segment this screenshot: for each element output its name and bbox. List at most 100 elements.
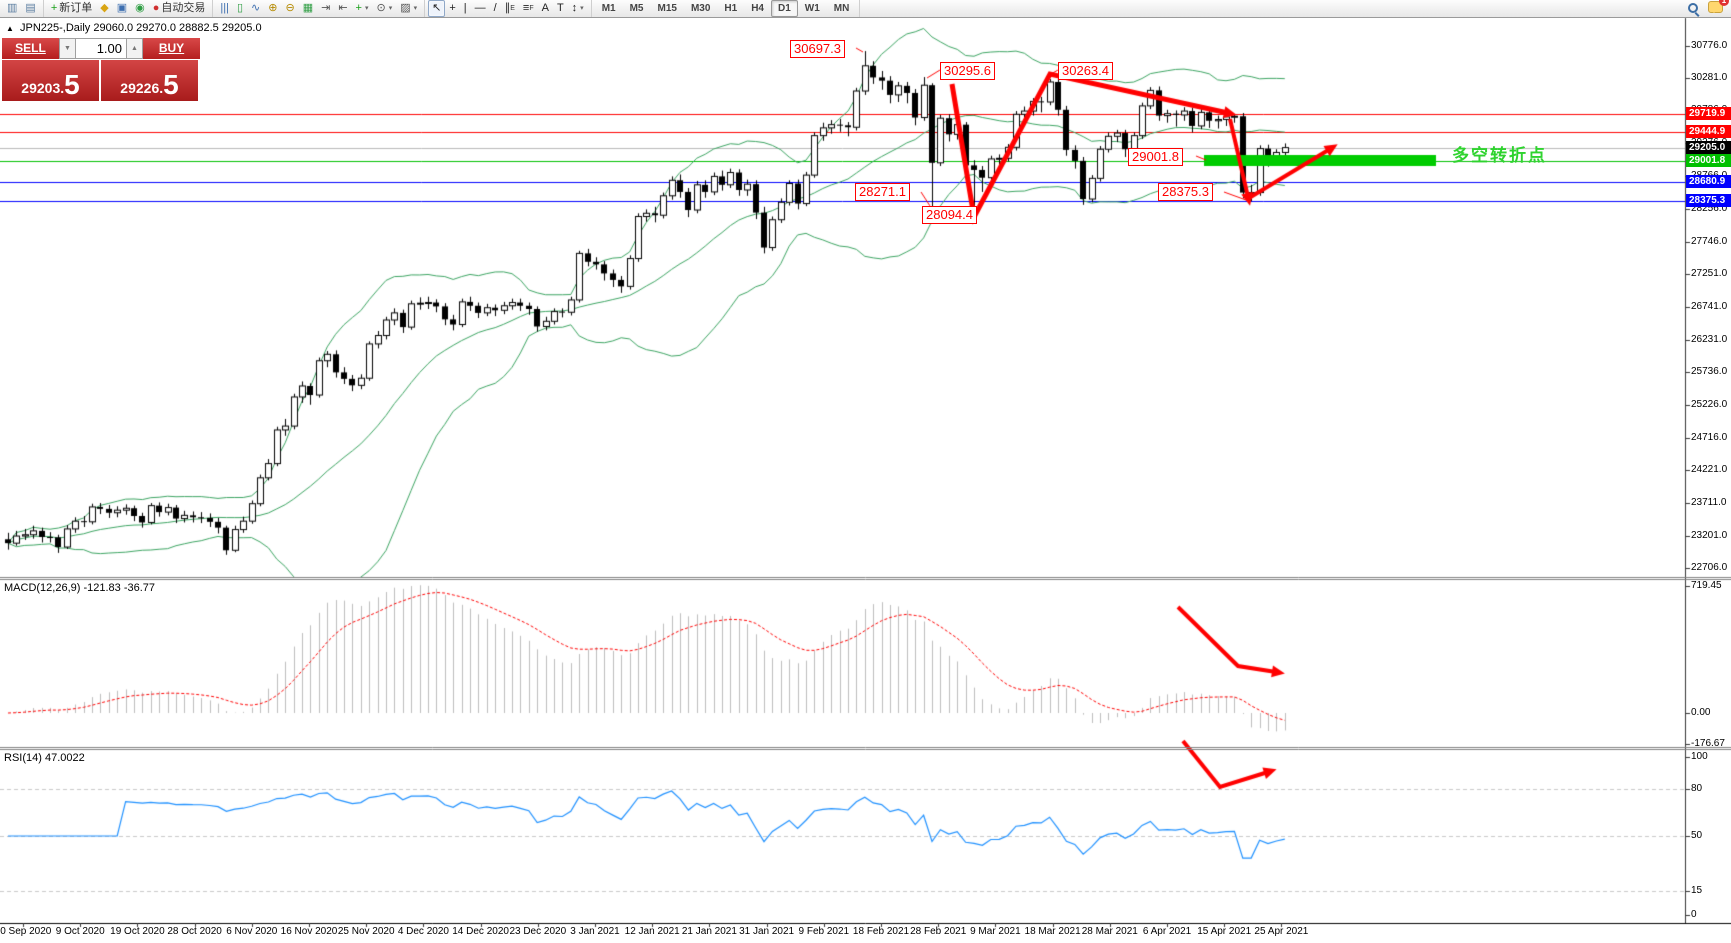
timeframe-d1-button[interactable]: D1 <box>771 0 798 17</box>
timeframe-m5-button[interactable]: M5 <box>629 3 644 14</box>
templates-icon: ▨ <box>400 2 411 14</box>
price-callout[interactable]: 28375.3 <box>1158 183 1213 201</box>
date-axis-label: 14 Dec 2020 <box>452 926 509 937</box>
date-axis-label: 21 Jan 2021 <box>681 926 737 937</box>
periods-dropdown-icon[interactable]: ▾ <box>388 5 393 12</box>
timeframe-w1-button[interactable]: W1 <box>804 3 820 14</box>
buy-button[interactable]: BUY <box>143 38 200 59</box>
buy-price-panel[interactable]: 29226. 5 <box>101 60 198 101</box>
date-axis-label: 9 Feb 2021 <box>798 926 850 937</box>
price-callout[interactable]: 30295.6 <box>940 62 995 80</box>
chart-shift-icon: ⇤ <box>338 2 348 14</box>
bull-bear-turning-point-note[interactable]: 多空转折点 <box>1452 146 1547 165</box>
price-callout[interactable]: 28094.4 <box>922 206 977 224</box>
chart-profiles-button[interactable]: ▤ <box>21 0 39 17</box>
date-axis-label: 4 Dec 2020 <box>397 926 449 937</box>
vertical-line-button[interactable]: | <box>460 0 471 17</box>
crosshair-button[interactable]: + <box>445 0 459 17</box>
timeframe-m15-button[interactable]: M15 <box>657 3 677 14</box>
volume-increase-button[interactable]: ▲ <box>126 38 143 59</box>
price-tick-label: 30776.0 <box>1691 40 1728 51</box>
timeframe-m30-button[interactable]: M30 <box>690 3 711 14</box>
timeframe-m1-button[interactable]: M1 <box>601 3 616 14</box>
rsi-scale-label: 100 <box>1691 751 1708 762</box>
cursor-button[interactable]: ↖ <box>428 0 446 17</box>
horizontal-line-button[interactable]: — <box>471 0 490 17</box>
chart-shift-button[interactable]: ⇤ <box>334 0 351 17</box>
price-tick-label: 25226.0 <box>1691 398 1728 410</box>
new-order-button[interactable]: + 新订单 <box>47 0 96 17</box>
price-tick-label: 24716.0 <box>1691 431 1728 443</box>
trendline-button[interactable]: / <box>490 0 501 17</box>
sell-price-panel[interactable]: 29203. 5 <box>2 60 99 101</box>
rsi-scale-label: 80 <box>1691 782 1703 794</box>
search-icon[interactable] <box>1687 2 1700 15</box>
timeframe-h1-button[interactable]: H1 <box>724 3 738 14</box>
price-callout[interactable]: 30263.4 <box>1058 62 1113 80</box>
fibonacci-button[interactable]: ≡ F <box>519 0 538 17</box>
line-chart-button[interactable]: ∿ <box>247 0 264 17</box>
date-axis-label: 25 Apr 2021 <box>1254 926 1309 937</box>
sell-price-big-digit: 5 <box>64 69 80 100</box>
arrows-tool-button[interactable]: ↕ ▾ <box>568 0 588 17</box>
zoom-in-button[interactable]: ⊕ <box>264 0 281 17</box>
price-callout[interactable]: 28271.1 <box>855 183 910 201</box>
chart-profiles-icon: ▤ <box>25 2 36 14</box>
indicators-dropdown-icon[interactable]: ▾ <box>364 5 369 12</box>
trendline-icon: / <box>493 2 497 14</box>
new-chart-button[interactable]: ▥ <box>3 0 21 17</box>
date-axis-label: 31 Jan 2021 <box>739 926 795 937</box>
text-button[interactable]: A <box>538 0 553 17</box>
rsi-scale-label: 50 <box>1691 830 1703 841</box>
app-launcher-button[interactable]: ◆ <box>96 0 112 17</box>
bar-chart-button[interactable]: ||| <box>216 0 233 17</box>
date-axis-label: 6 Apr 2021 <box>1142 926 1192 937</box>
equidistant-channel-button[interactable]: ∥ E <box>501 0 519 17</box>
timeframe-h4-button[interactable]: H4 <box>751 3 764 14</box>
collapse-panel-icon[interactable]: ▲ <box>6 24 14 33</box>
sell-button[interactable]: SELL <box>2 38 59 59</box>
zoom-out-button[interactable]: ⊖ <box>281 0 298 17</box>
price-callout[interactable]: 30697.3 <box>790 40 845 58</box>
text-label-button[interactable]: T <box>553 0 568 17</box>
price-tick-label: 25736.0 <box>1691 366 1728 377</box>
volume-input[interactable] <box>76 38 126 59</box>
notification-badge: 1 <box>1719 0 1729 6</box>
auto-scroll-button[interactable]: ⇥ <box>317 0 334 17</box>
macd-scale-label: 0.00 <box>1691 707 1711 718</box>
toolbar-group: ▥ ▤ <box>0 0 44 17</box>
date-axis-label: 9 Oct 2020 <box>55 926 105 937</box>
toolbar-group: ||| ▯ ∿ ⊕ ⊖ ▦ ⇥ ⇤ + ▾ ⊙ ▾ ▨ ▾ <box>213 0 426 17</box>
news-signals-button[interactable]: ◉ <box>131 0 149 17</box>
candle-chart-button[interactable]: ▯ <box>233 0 247 17</box>
price-tick-label: 23711.0 <box>1691 496 1727 508</box>
tile-windows-button[interactable]: ▦ <box>299 0 317 17</box>
arrows-tool-dropdown-icon[interactable]: ▾ <box>580 5 584 12</box>
new-order-label: 新订单 <box>59 2 93 14</box>
metaeditor-icon: ▣ <box>116 2 128 14</box>
volume-decrease-button[interactable]: ▼ <box>59 38 76 59</box>
date-axis-label: 6 Nov 2020 <box>226 926 278 937</box>
price-callout[interactable]: 29001.8 <box>1128 148 1183 166</box>
text-icon: A <box>541 2 549 14</box>
indicators-button[interactable]: + ▾ <box>352 0 373 17</box>
horizontal-line-icon: — <box>474 2 486 14</box>
periods-icon: ⊙ <box>376 2 386 14</box>
timeframe-mn-button[interactable]: MN <box>833 3 850 14</box>
metaeditor-button[interactable]: ▣ <box>113 0 131 17</box>
cursor-icon: ↖ <box>432 2 442 14</box>
notifications-button[interactable]: 1 <box>1708 0 1729 16</box>
price-tick-label: 26741.0 <box>1691 301 1728 312</box>
price-level-tag: 29719.9 <box>1686 107 1731 121</box>
templates-button[interactable]: ▨ ▾ <box>396 0 421 17</box>
price-tick-label: 27251.0 <box>1691 268 1728 279</box>
indicators-icon: + <box>355 2 362 14</box>
zoom-out-icon: ⊖ <box>285 2 295 14</box>
arrows-tool-icon: ↕ <box>571 2 578 14</box>
main-toolbar: ▥ ▤ + 新订单 ◆ ▣ ◉ ● 自动交易 ||| ▯ ∿ ⊕ ⊖ ▦ ⇥ ⇤ + ▾ ⊙ ▾ ▨ ▾ ↖ + | — / ∥ E ≡ F A… <box>0 0 1731 18</box>
autotrading-button[interactable]: ● 自动交易 <box>149 0 210 17</box>
bar-chart-icon: ||| <box>220 2 229 14</box>
templates-dropdown-icon[interactable]: ▾ <box>413 5 418 12</box>
periods-button[interactable]: ⊙ ▾ <box>372 0 396 17</box>
